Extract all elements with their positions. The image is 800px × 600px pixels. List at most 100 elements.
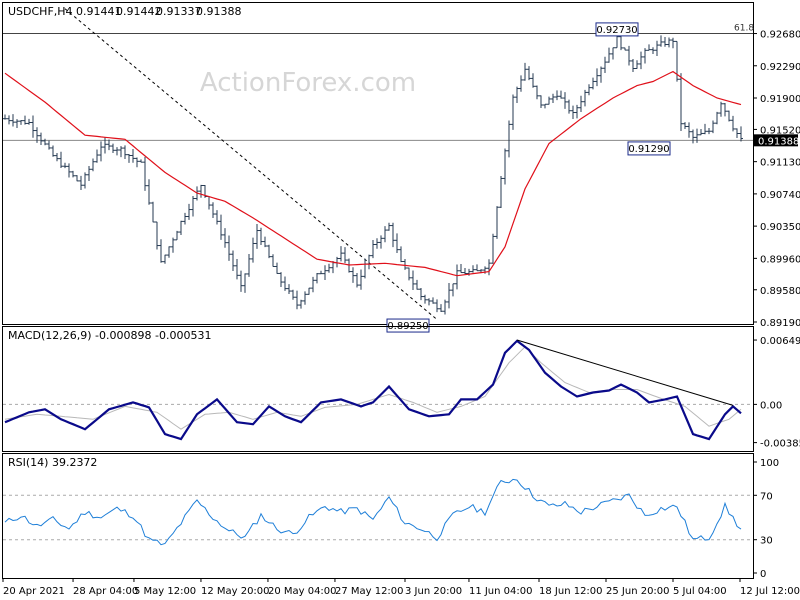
- instrument-label: USDCHF,H4: [8, 5, 73, 18]
- price-bar: [63, 162, 67, 169]
- price-bar: [671, 37, 675, 49]
- price-bar: [491, 233, 495, 264]
- price-bar: [703, 123, 707, 135]
- time-x-axis: 20 Apr 2021 28 Apr 04:005 May 12:00 12 May…: [2, 578, 800, 597]
- price-bar: [459, 263, 463, 274]
- price-bar: [575, 104, 579, 119]
- price-y-tick-label: 0.92290: [760, 62, 800, 73]
- price-bar: [407, 267, 411, 281]
- price-bar: [71, 170, 75, 178]
- price-bar: [175, 230, 179, 241]
- price-bar: [555, 90, 559, 101]
- price-y-tick-label: 0.90350: [760, 222, 800, 233]
- price-bar: [143, 156, 147, 191]
- price-bar: [719, 101, 723, 117]
- annotation-label: 0.91290: [628, 144, 669, 155]
- price-bar: [119, 146, 123, 158]
- price-bar: [11, 114, 15, 127]
- price-bar: [19, 120, 23, 125]
- price-bar: [355, 273, 359, 288]
- price-bar: [51, 145, 55, 157]
- price-bar: [295, 290, 299, 310]
- macd-y-axis: 0.00649 0.00 -0.003855: [753, 336, 800, 450]
- price-bar: [655, 40, 659, 56]
- price-bar: [583, 89, 587, 107]
- price-bar: [339, 246, 343, 262]
- price-bar: [351, 267, 355, 283]
- price-bar: [427, 298, 431, 306]
- price-bar: [299, 299, 303, 309]
- price-bar: [631, 59, 635, 73]
- price-bar: [695, 128, 699, 143]
- price-bar: [647, 44, 651, 51]
- price-bar: [171, 237, 175, 253]
- price-bar: [567, 99, 571, 114]
- price-bar: [399, 246, 403, 263]
- price-bar: [443, 299, 447, 315]
- price-bar: [43, 138, 47, 146]
- price-bar: [587, 84, 591, 96]
- price-y-tick-label: 0.92680: [760, 30, 800, 41]
- price-bar: [287, 284, 291, 294]
- price-bar: [115, 147, 119, 156]
- ohlc-close: 0.91388: [196, 5, 242, 18]
- price-bar: [439, 304, 443, 312]
- price-bar: [131, 149, 135, 163]
- price-annotation: 0.92730: [595, 22, 639, 37]
- price-bar: [619, 35, 623, 51]
- price-bar: [267, 244, 271, 259]
- price-bar: [639, 51, 643, 70]
- price-bar: [155, 221, 159, 250]
- price-bar: [475, 264, 479, 272]
- x-tick-label: 20 Apr 2021: [3, 586, 65, 597]
- price-bar: [551, 93, 555, 104]
- x-tick-label: 5 May 12:00: [134, 586, 196, 597]
- price-bar: [99, 141, 103, 162]
- price-bar: [535, 85, 539, 100]
- fib-level-label: 61.8: [734, 24, 754, 34]
- price-bar: [599, 66, 603, 83]
- price-header: USDCHF,H4 0.91441 0.91442 0.91337 0.9138…: [8, 5, 242, 18]
- rsi-plot-area: [3, 478, 753, 546]
- price-bar: [511, 94, 515, 130]
- price-bar: [31, 115, 35, 138]
- price-bar: [191, 195, 195, 217]
- price-bar: [371, 239, 375, 259]
- price-bar: [103, 137, 107, 154]
- price-bar: [663, 36, 667, 47]
- current-price-label: 0.91388: [758, 136, 799, 147]
- price-bar: [187, 203, 191, 220]
- ohlc-open: 0.91441: [76, 5, 122, 18]
- price-bar: [403, 258, 407, 270]
- price-y-tick-label: 0.89960: [760, 254, 800, 265]
- price-bar: [451, 283, 455, 297]
- price-bar: [499, 176, 503, 208]
- price-bar: [139, 159, 143, 163]
- price-bar: [55, 153, 59, 162]
- macd-y-tick-label: 0.00: [760, 400, 782, 411]
- price-y-tick-label: 0.91130: [760, 158, 800, 169]
- price-bar: [315, 272, 319, 284]
- price-bar: [635, 60, 639, 69]
- price-bar: [611, 47, 615, 60]
- price-bar: [179, 220, 183, 236]
- price-bar: [135, 157, 139, 168]
- price-bar: [687, 122, 691, 138]
- price-bar: [739, 126, 743, 142]
- price-y-tick-label: 0.91900: [760, 94, 800, 105]
- price-y-axis: 0.92680 0.92290 0.91900 0.91520 0.91130 0.907…: [753, 30, 800, 329]
- price-bar: [603, 56, 607, 73]
- price-bar: [303, 291, 307, 305]
- price-bar: [447, 283, 451, 309]
- price-bar: [107, 139, 111, 151]
- price-y-tick-label: 0.89580: [760, 286, 800, 297]
- price-bar: [735, 128, 739, 138]
- price-y-tick-label: 0.91520: [760, 125, 800, 136]
- annotation-box: [595, 22, 639, 37]
- price-bar: [607, 47, 611, 63]
- price-bar: [327, 263, 331, 273]
- price-bar: [643, 48, 647, 64]
- price-bar: [723, 103, 727, 117]
- price-bar: [679, 73, 683, 132]
- price-bar: [263, 236, 267, 248]
